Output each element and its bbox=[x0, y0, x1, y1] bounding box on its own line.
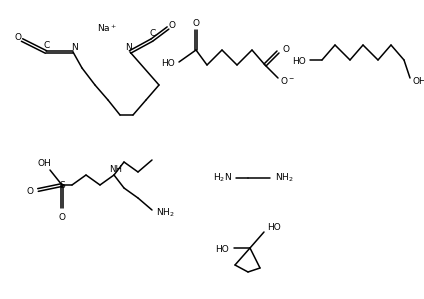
Text: H$_2$N: H$_2$N bbox=[212, 172, 232, 184]
Text: NH$_2$: NH$_2$ bbox=[275, 172, 293, 184]
Text: C: C bbox=[150, 30, 156, 39]
Text: HO: HO bbox=[215, 245, 229, 254]
Text: O: O bbox=[282, 45, 290, 54]
Text: C: C bbox=[44, 42, 50, 51]
Text: HO: HO bbox=[161, 60, 175, 68]
Text: NH$_2$: NH$_2$ bbox=[156, 207, 174, 219]
Text: NH: NH bbox=[109, 166, 123, 175]
Text: O: O bbox=[26, 187, 33, 196]
Text: HO: HO bbox=[292, 57, 306, 65]
Text: O: O bbox=[168, 21, 176, 30]
Text: O: O bbox=[14, 33, 22, 42]
Text: S: S bbox=[59, 181, 65, 190]
Text: N: N bbox=[125, 42, 131, 51]
Text: O$^-$: O$^-$ bbox=[281, 74, 296, 86]
Text: N: N bbox=[72, 42, 78, 51]
Text: HO: HO bbox=[267, 222, 281, 231]
Text: O: O bbox=[192, 19, 200, 28]
Text: OH: OH bbox=[37, 158, 51, 167]
Text: OH: OH bbox=[412, 77, 424, 86]
Text: O: O bbox=[59, 213, 65, 222]
Text: Na$^+$: Na$^+$ bbox=[97, 22, 117, 34]
